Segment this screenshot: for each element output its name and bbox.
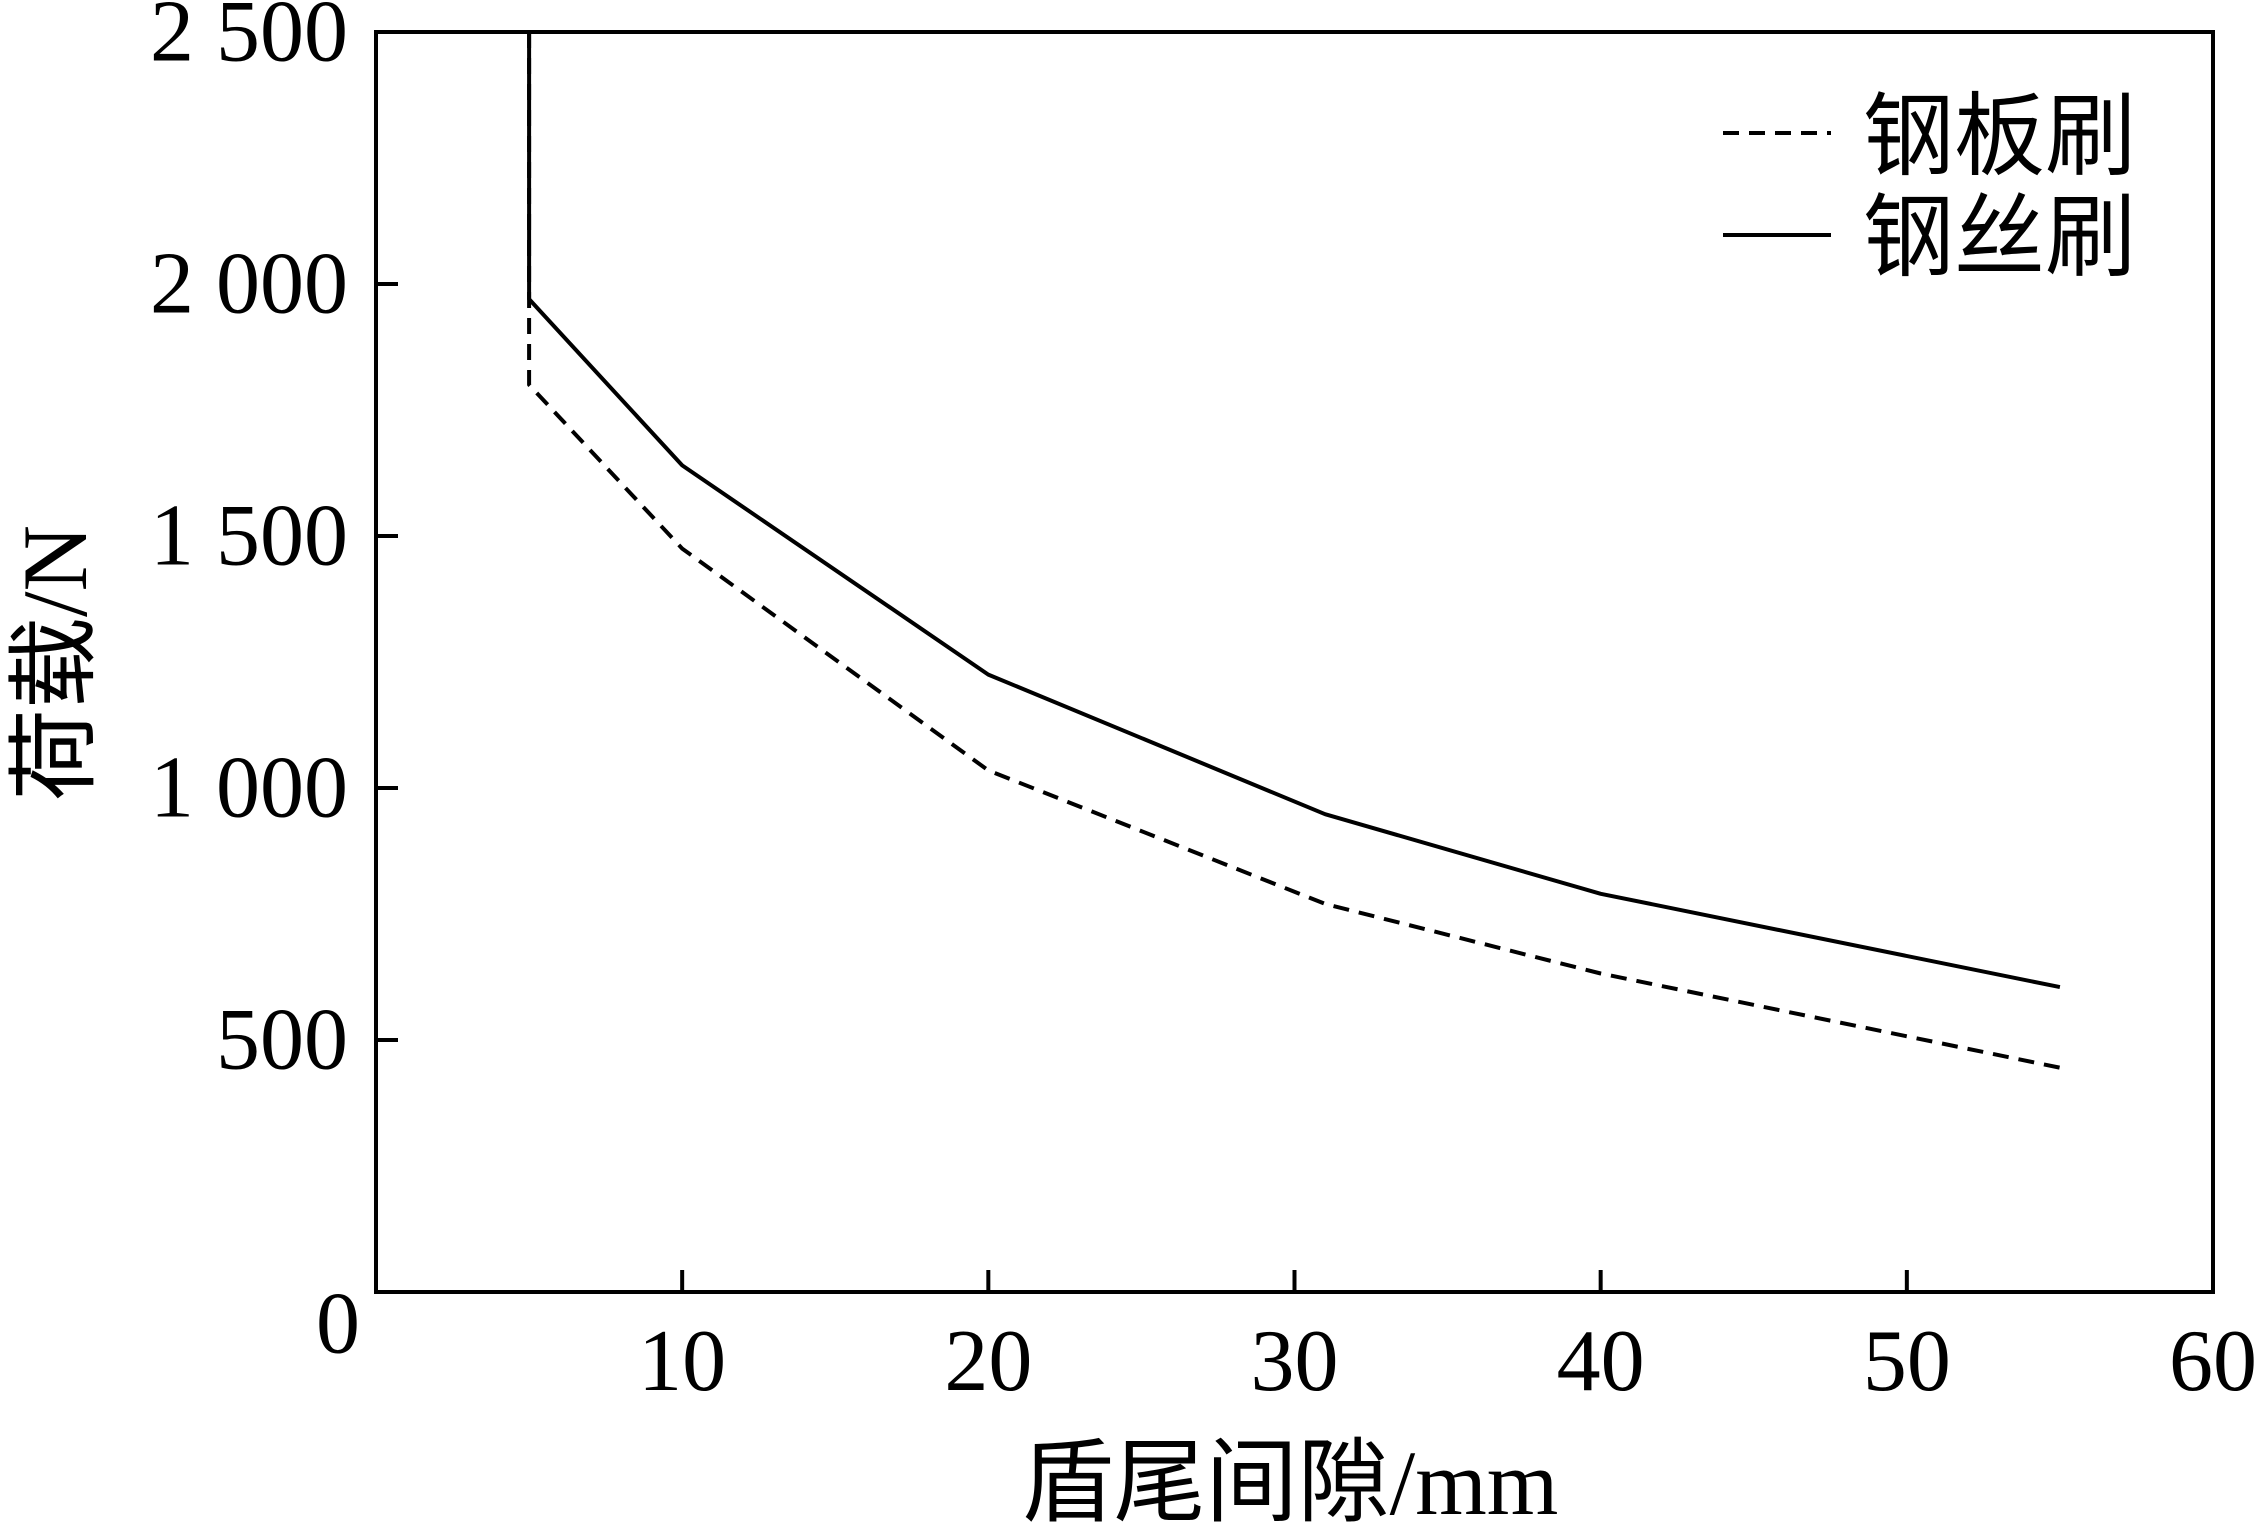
y-tick-label: 2 000 (150, 236, 348, 333)
y-tick-label: 1 500 (150, 488, 348, 585)
y-tick-label: 2 500 (150, 0, 348, 81)
y-tick-label: 0 (316, 1276, 360, 1373)
x-tick-label: 30 (1251, 1313, 1339, 1410)
x-tick-label: 20 (944, 1313, 1032, 1410)
data-series (527, 32, 2061, 1070)
y-tick-label: 500 (216, 992, 348, 1089)
x-tick-label: 40 (1557, 1313, 1645, 1410)
legend: 钢板刷 钢丝刷 (1723, 87, 2136, 289)
axis-ticks (376, 282, 1909, 1292)
series-line-solid (527, 32, 2061, 990)
series-line-dashed (527, 32, 2061, 1070)
legend-label: 钢板刷 (1863, 87, 2136, 188)
x-axis-label: 盾尾间隙/mm (1022, 1432, 1559, 1534)
y-axis-label: 荷载/N (4, 525, 106, 801)
y-tick-label: 1 000 (150, 740, 348, 837)
x-tick-label: 50 (1863, 1313, 1951, 1410)
legend-label: 钢丝刷 (1863, 188, 2136, 289)
axis-tick-labels: 10 20 30 40 50 60 0 500 1 000 1 500 2 000 2 500 (150, 0, 2257, 1410)
x-tick-label: 60 (2169, 1313, 2257, 1410)
x-tick-label: 10 (638, 1313, 726, 1410)
